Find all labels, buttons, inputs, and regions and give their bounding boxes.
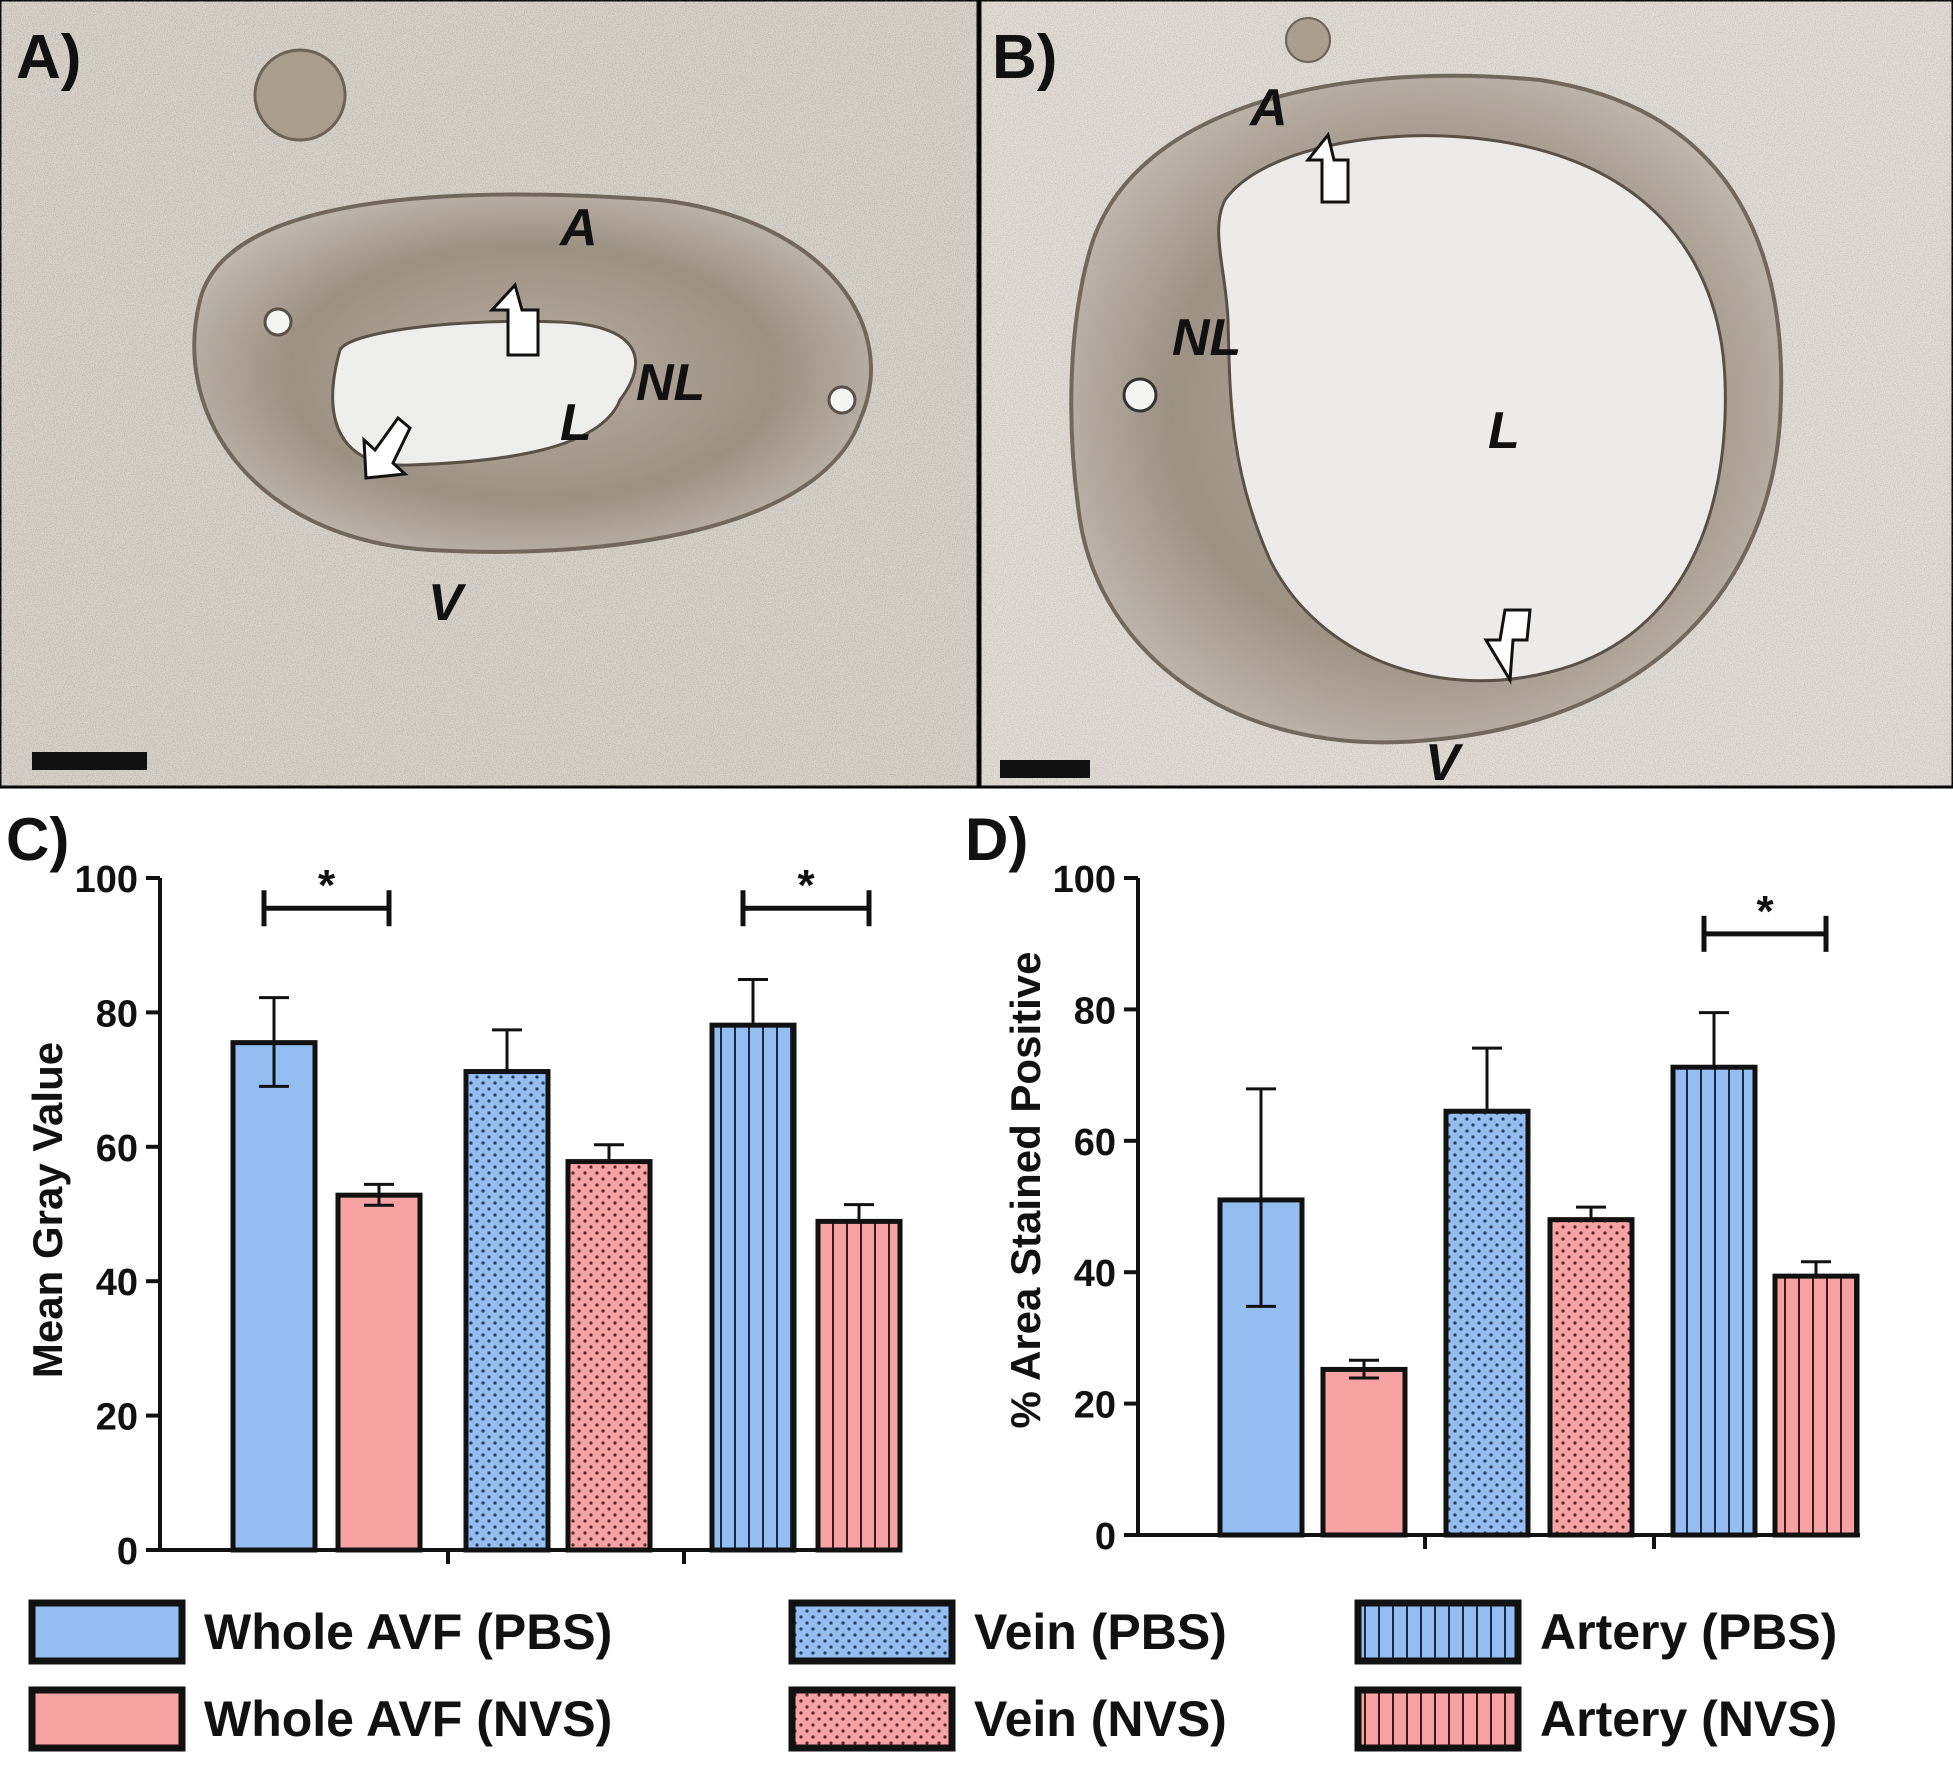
bar bbox=[1772, 1273, 1860, 1538]
y-tick-label: 80 bbox=[1074, 990, 1116, 1032]
arrow-up-icon bbox=[1304, 131, 1350, 204]
chart-marks: 0 20 40 60 80 100 * bbox=[1053, 859, 1860, 1558]
y-tick-label: 60 bbox=[96, 1128, 138, 1170]
panel-b-micrograph: B) A NL L V bbox=[978, 0, 1953, 792]
chart-marks: 0 20 40 60 80 100 * * bbox=[75, 859, 903, 1573]
chart-percent-area-stained: % Area Stained Positive 0 20 40 60 80 100 * bbox=[1002, 859, 1860, 1558]
arrow-down-left-icon bbox=[362, 415, 412, 480]
significance-label: * bbox=[318, 861, 336, 910]
panel-label: C) bbox=[6, 806, 69, 873]
panel-label: A) bbox=[16, 23, 81, 92]
bar bbox=[230, 1040, 318, 1553]
y-tick-label: 100 bbox=[1053, 859, 1116, 901]
bar bbox=[565, 1159, 653, 1553]
annotation-vein: V bbox=[1425, 734, 1464, 792]
significance-label: * bbox=[1756, 887, 1774, 936]
bar bbox=[815, 1218, 903, 1553]
legend-label: Artery (PBS) bbox=[1540, 1604, 1837, 1660]
panel-a-micrograph: A) A NL L V bbox=[0, 0, 980, 789]
arrow-up-icon bbox=[488, 282, 540, 357]
panel-label: D) bbox=[965, 806, 1028, 873]
vessel-lumen bbox=[1217, 134, 1727, 683]
y-axis-label: Mean Gray Value bbox=[24, 1042, 71, 1378]
legend-label: Whole AVF (NVS) bbox=[204, 1691, 612, 1747]
y-tick-label: 100 bbox=[75, 859, 138, 901]
annotation-lumen: L bbox=[560, 394, 592, 452]
y-tick-label: 20 bbox=[96, 1397, 138, 1439]
y-tick-label: 0 bbox=[1095, 1516, 1116, 1558]
y-tick-label: 0 bbox=[117, 1531, 138, 1573]
annotation-lumen: L bbox=[1488, 402, 1520, 460]
bar bbox=[1670, 1064, 1758, 1538]
annotation-artery: A bbox=[558, 199, 598, 257]
legend-label: Vein (NVS) bbox=[974, 1691, 1227, 1747]
y-tick-label: 40 bbox=[1074, 1253, 1116, 1295]
y-tick-label: 60 bbox=[1074, 1122, 1116, 1164]
bar bbox=[463, 1069, 551, 1553]
significance-label: * bbox=[797, 861, 815, 910]
legend-swatch bbox=[28, 1686, 186, 1752]
legend: Whole AVF (PBS) Whole AVF (NVS) Vein (PBS)… bbox=[28, 1599, 1837, 1752]
bar bbox=[1443, 1108, 1531, 1538]
legend-label: Vein (PBS) bbox=[974, 1604, 1227, 1660]
legend-swatch bbox=[788, 1599, 956, 1665]
bar bbox=[1547, 1217, 1635, 1538]
bar bbox=[1320, 1366, 1408, 1538]
legend-label: Whole AVF (PBS) bbox=[204, 1604, 612, 1660]
bar bbox=[709, 1022, 797, 1553]
annotation-vein: V bbox=[428, 574, 467, 632]
legend-swatch bbox=[28, 1599, 186, 1665]
annotation-neointima: NL bbox=[1172, 309, 1241, 367]
annotation-artery: A bbox=[1248, 79, 1288, 137]
scale-bar bbox=[1000, 760, 1090, 778]
y-axis-label: % Area Stained Positive bbox=[1002, 952, 1049, 1429]
legend-swatch bbox=[788, 1686, 956, 1752]
y-tick-label: 80 bbox=[96, 993, 138, 1035]
annotation-neointima: NL bbox=[636, 354, 705, 412]
arrow-down-icon bbox=[1483, 608, 1532, 685]
y-tick-label: 20 bbox=[1074, 1385, 1116, 1427]
panel-label: B) bbox=[992, 23, 1057, 92]
scale-bar bbox=[32, 752, 147, 770]
y-tick-label: 40 bbox=[96, 1262, 138, 1304]
legend-label: Artery (NVS) bbox=[1540, 1691, 1837, 1747]
legend-swatch bbox=[1354, 1599, 1522, 1665]
bar bbox=[335, 1192, 423, 1553]
chart-mean-gray-value: Mean Gray Value 0 20 40 60 80 100 * * bbox=[24, 859, 903, 1573]
legend-swatch bbox=[1354, 1686, 1522, 1752]
